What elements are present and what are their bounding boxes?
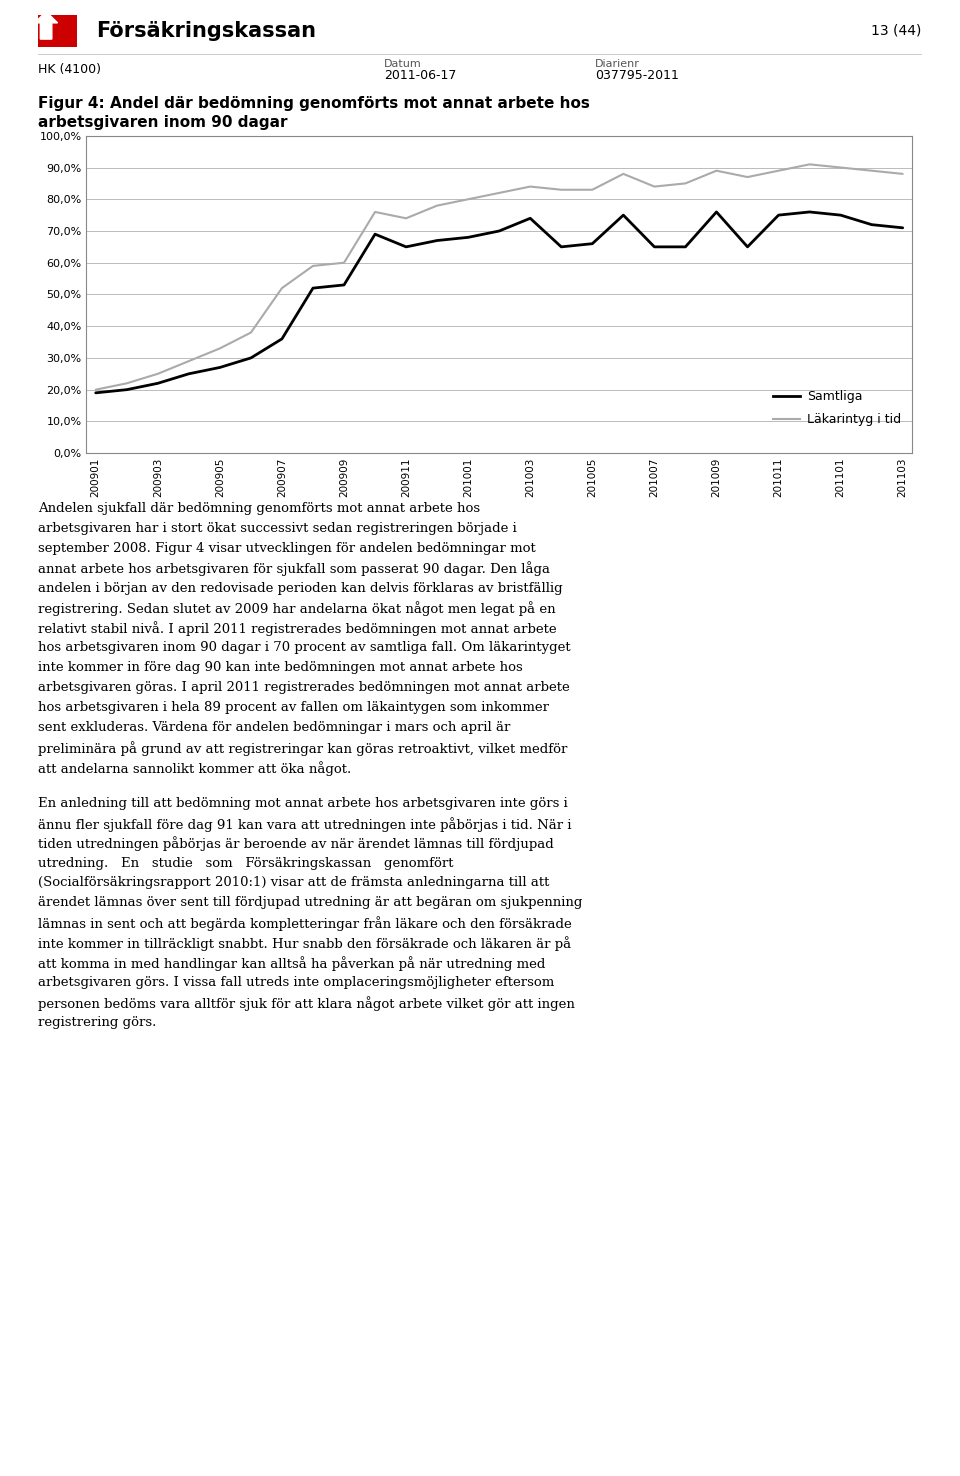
Samtliga	[804, 204, 815, 221]
Text: annat arbete hos arbetsgivaren för sjukfall som passerat 90 dagar. Den låga: annat arbete hos arbetsgivaren för sjukf…	[38, 561, 550, 577]
Läkarintyg i tid	[307, 257, 319, 275]
Text: september 2008. Figur 4 visar utvecklingen för andelen bedömningar mot: september 2008. Figur 4 visar utveckling…	[38, 542, 536, 555]
Text: arbetsgivaren inom 90 dagar: arbetsgivaren inom 90 dagar	[38, 115, 288, 130]
Text: ännu fler sjukfall före dag 91 kan vara att utredningen inte påbörjas i tid. När: ännu fler sjukfall före dag 91 kan vara …	[38, 816, 572, 831]
Samtliga	[183, 365, 195, 382]
Samtliga	[587, 235, 598, 252]
Samtliga	[152, 375, 163, 393]
Samtliga	[400, 238, 412, 255]
Text: Andelen sjukfall där bedömning genomförts mot annat arbete hos: Andelen sjukfall där bedömning genomfört…	[38, 502, 481, 515]
FancyArrow shape	[35, 12, 58, 38]
Line: Läkarintyg i tid: Läkarintyg i tid	[96, 164, 902, 390]
Läkarintyg i tid	[152, 365, 163, 382]
Läkarintyg i tid	[897, 165, 908, 183]
Läkarintyg i tid	[524, 177, 536, 195]
Läkarintyg i tid	[773, 162, 784, 180]
Text: sent exkluderas. Värdena för andelen bedömningar i mars och april är: sent exkluderas. Värdena för andelen bed…	[38, 720, 511, 734]
Samtliga	[835, 207, 847, 224]
Samtliga	[338, 276, 349, 294]
Läkarintyg i tid	[214, 339, 226, 357]
Text: personen bedöms vara alltför sjuk för att klara något arbete vilket gör att inge: personen bedöms vara alltför sjuk för at…	[38, 996, 575, 1011]
Text: registrering. Sedan slutet av 2009 har andelarna ökat något men legat på en: registrering. Sedan slutet av 2009 har a…	[38, 602, 556, 617]
Text: att komma in med handlingar kan alltså ha påverkan på när utredning med: att komma in med handlingar kan alltså h…	[38, 956, 546, 971]
Text: preliminära på grund av att registreringar kan göras retroaktivt, vilket medför: preliminära på grund av att registrering…	[38, 741, 567, 756]
Samtliga	[214, 359, 226, 376]
Samtliga	[556, 238, 567, 255]
Läkarintyg i tid	[90, 381, 102, 399]
Läkarintyg i tid	[617, 165, 629, 183]
Läkarintyg i tid	[866, 162, 877, 180]
Text: hos arbetsgivaren i hela 89 procent av fallen om läkaintygen som inkommer: hos arbetsgivaren i hela 89 procent av f…	[38, 701, 549, 714]
Samtliga	[276, 331, 288, 348]
Text: 037795-2011: 037795-2011	[595, 69, 679, 83]
Samtliga	[773, 207, 784, 224]
Text: En anledning till att bedömning mot annat arbete hos arbetsgivaren inte görs i: En anledning till att bedömning mot anna…	[38, 797, 568, 810]
Text: tiden utredningen påbörjas är beroende av när ärendet lämnas till fördjupad: tiden utredningen påbörjas är beroende a…	[38, 837, 554, 852]
Läkarintyg i tid	[556, 182, 567, 199]
Läkarintyg i tid	[245, 323, 256, 341]
Text: hos arbetsgivaren inom 90 dagar i 70 procent av samtliga fall. Om läkarintyget: hos arbetsgivaren inom 90 dagar i 70 pro…	[38, 641, 571, 654]
Text: arbetsgivaren görs. I vissa fall utreds inte omplaceringsmöjligheter eftersom: arbetsgivaren görs. I vissa fall utreds …	[38, 976, 555, 989]
Legend: Samtliga, Läkarintyg i tid: Samtliga, Läkarintyg i tid	[768, 385, 905, 431]
Läkarintyg i tid	[276, 279, 288, 297]
Samtliga	[370, 226, 381, 244]
Text: Figur 4: Andel där bedömning genomförts mot annat arbete hos: Figur 4: Andel där bedömning genomförts …	[38, 96, 590, 111]
Text: inte kommer in tillräckligt snabbt. Hur snabb den försäkrade och läkaren är på: inte kommer in tillräckligt snabbt. Hur …	[38, 936, 571, 951]
Samtliga	[710, 204, 722, 221]
Läkarintyg i tid	[835, 159, 847, 177]
Samtliga	[524, 210, 536, 227]
Läkarintyg i tid	[183, 353, 195, 370]
Samtliga	[493, 223, 505, 241]
Samtliga	[121, 381, 132, 399]
Text: arbetsgivaren göras. I april 2011 registrerades bedömningen mot annat arbete: arbetsgivaren göras. I april 2011 regist…	[38, 682, 570, 694]
Text: HK (4100): HK (4100)	[38, 63, 102, 77]
Läkarintyg i tid	[680, 174, 691, 192]
Text: ärendet lämnas över sent till fördjupad utredning är att begäran om sjukpenning: ärendet lämnas över sent till fördjupad …	[38, 896, 583, 909]
Text: utredning.   En   studie   som   Försäkringskassan   genomfört: utredning. En studie som Försäkringskass…	[38, 856, 454, 869]
Läkarintyg i tid	[121, 375, 132, 393]
Läkarintyg i tid	[400, 210, 412, 227]
Samtliga	[307, 279, 319, 297]
Läkarintyg i tid	[587, 182, 598, 199]
Text: (Socialförsäkringsrapport 2010:1) visar att de främsta anledningarna till att: (Socialförsäkringsrapport 2010:1) visar …	[38, 877, 550, 890]
Text: 2011-06-17: 2011-06-17	[384, 69, 456, 83]
Läkarintyg i tid	[370, 204, 381, 221]
Text: Datum: Datum	[384, 59, 421, 69]
Läkarintyg i tid	[338, 254, 349, 272]
Läkarintyg i tid	[463, 190, 474, 208]
Text: arbetsgivaren har i stort ökat successivt sedan registreringen började i: arbetsgivaren har i stort ökat successiv…	[38, 521, 517, 534]
Text: lämnas in sent och att begärda kompletteringar från läkare och den försäkrade: lämnas in sent och att begärda komplette…	[38, 917, 572, 931]
Läkarintyg i tid	[493, 184, 505, 202]
Samtliga	[463, 229, 474, 246]
Läkarintyg i tid	[742, 168, 754, 186]
Line: Samtliga: Samtliga	[96, 213, 902, 393]
Läkarintyg i tid	[431, 196, 443, 214]
Text: att andelarna sannolikt kommer att öka något.: att andelarna sannolikt kommer att öka n…	[38, 762, 351, 776]
Samtliga	[866, 215, 877, 233]
Text: relativt stabil nivå. I april 2011 registrerades bedömningen mot annat arbete: relativt stabil nivå. I april 2011 regis…	[38, 621, 557, 636]
Läkarintyg i tid	[649, 177, 660, 195]
Samtliga	[90, 384, 102, 401]
Samtliga	[431, 232, 443, 249]
Text: andelen i början av den redovisade perioden kan delvis förklaras av bristfällig: andelen i början av den redovisade perio…	[38, 582, 563, 595]
Samtliga	[897, 218, 908, 236]
Text: registrering görs.: registrering görs.	[38, 1015, 156, 1029]
Text: inte kommer in före dag 90 kan inte bedömningen mot annat arbete hos: inte kommer in före dag 90 kan inte bedö…	[38, 661, 523, 675]
Text: 13 (44): 13 (44)	[872, 24, 922, 38]
Samtliga	[245, 350, 256, 368]
Samtliga	[649, 238, 660, 255]
Text: Diarienr: Diarienr	[595, 59, 640, 69]
Samtliga	[680, 238, 691, 255]
Läkarintyg i tid	[804, 155, 815, 173]
Läkarintyg i tid	[710, 162, 722, 180]
Text: Försäkringskassan: Försäkringskassan	[96, 21, 316, 41]
Samtliga	[742, 238, 754, 255]
Samtliga	[617, 207, 629, 224]
